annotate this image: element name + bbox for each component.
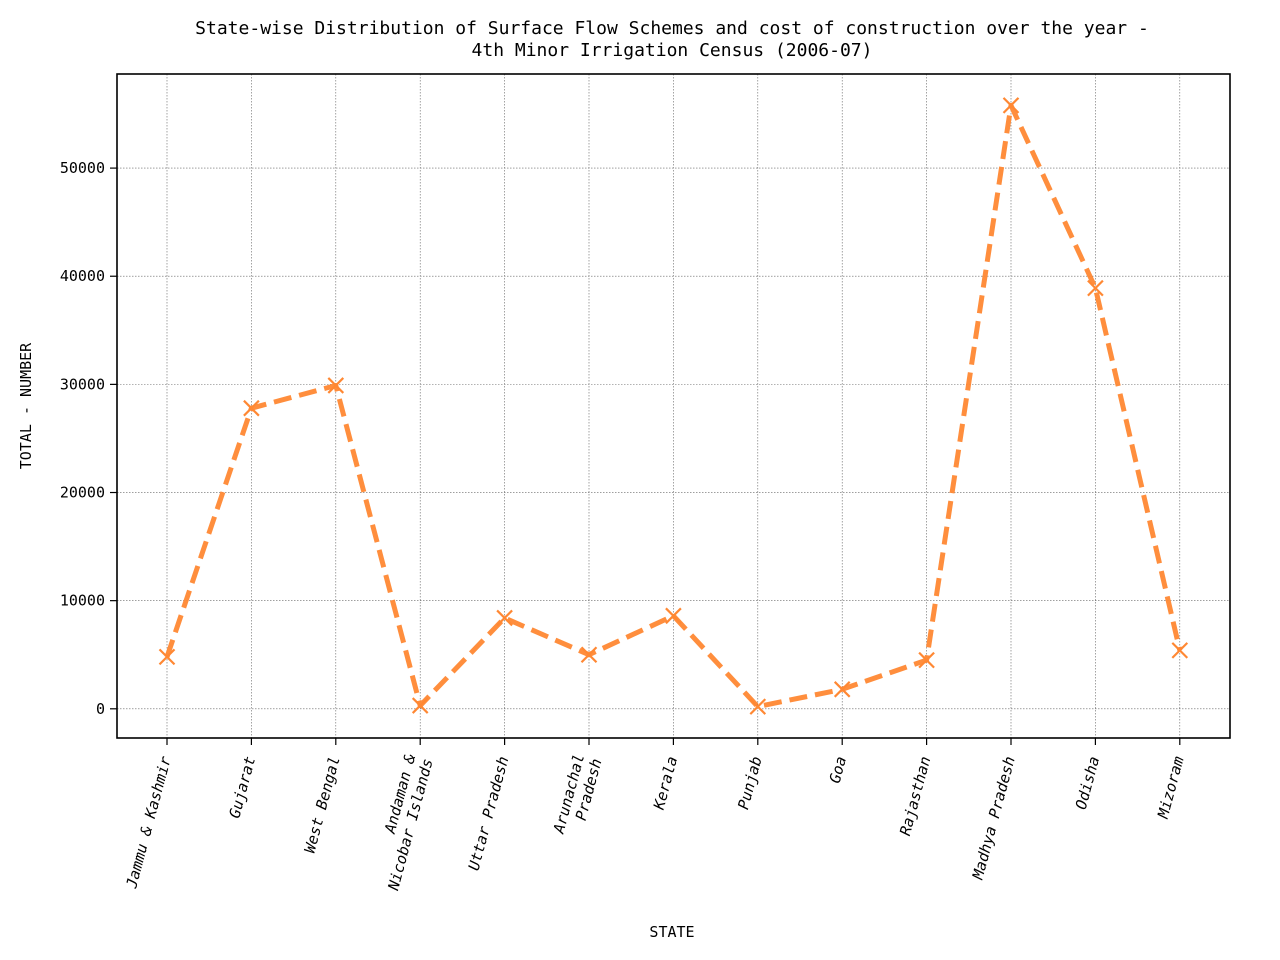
x-tick-label: Andaman &Nicobar Islands <box>367 752 437 893</box>
x-tick-label: Gujarat <box>226 754 260 820</box>
y-tick-label: 0 <box>96 700 105 718</box>
data-point <box>580 646 598 664</box>
y-axis-label: TOTAL - NUMBER <box>17 342 35 469</box>
data-point <box>918 651 935 669</box>
x-tick-label: West Bengal <box>301 754 344 855</box>
y-tick-label: 20000 <box>60 484 105 502</box>
x-tick-label: Odisha <box>1072 754 1103 811</box>
x-tick-label: Kerala <box>650 754 682 812</box>
x-axis-label: STATE <box>649 923 694 941</box>
data-point <box>665 607 682 625</box>
y-axis: 0 10000 20000 30000 40000 50000 <box>60 159 117 718</box>
data-point <box>243 399 260 417</box>
x-tick-label: Punjab <box>734 754 765 811</box>
series-total-number <box>158 97 1189 715</box>
data-point <box>411 697 429 714</box>
chart-subtitle: 4th Minor Irrigation Census (2006-07) <box>472 40 873 61</box>
chart-title: State-wise Distribution of Surface Flow … <box>195 18 1149 39</box>
data-point <box>158 648 176 666</box>
y-tick-label: 40000 <box>60 267 105 285</box>
x-tick-label: ArunachalPradesh <box>549 752 605 841</box>
x-axis: Jammu & Kashmir Gujarat West Bengal Andaman… <box>122 738 1188 893</box>
x-tick-label: Uttar Pradesh <box>465 754 513 872</box>
x-tick-label: Jammu & Kashmir <box>122 754 175 890</box>
x-tick-label: Mizoram <box>1154 754 1188 821</box>
data-point <box>496 609 513 627</box>
grid-layer <box>117 74 1230 738</box>
x-tick-label: Madhya Pradesh <box>968 754 1018 882</box>
data-point <box>1002 97 1020 114</box>
data-point <box>1087 279 1104 297</box>
x-tick-label: Goa <box>826 754 850 785</box>
y-tick-label: 30000 <box>60 375 105 393</box>
plot-frame <box>116 73 1231 739</box>
data-point <box>327 377 345 394</box>
x-tick-label: Rajasthan <box>896 754 934 837</box>
y-tick-label: 50000 <box>60 159 105 177</box>
data-point <box>749 698 767 715</box>
y-tick-label: 10000 <box>60 592 105 610</box>
data-point <box>1171 642 1189 659</box>
data-point <box>833 681 851 698</box>
